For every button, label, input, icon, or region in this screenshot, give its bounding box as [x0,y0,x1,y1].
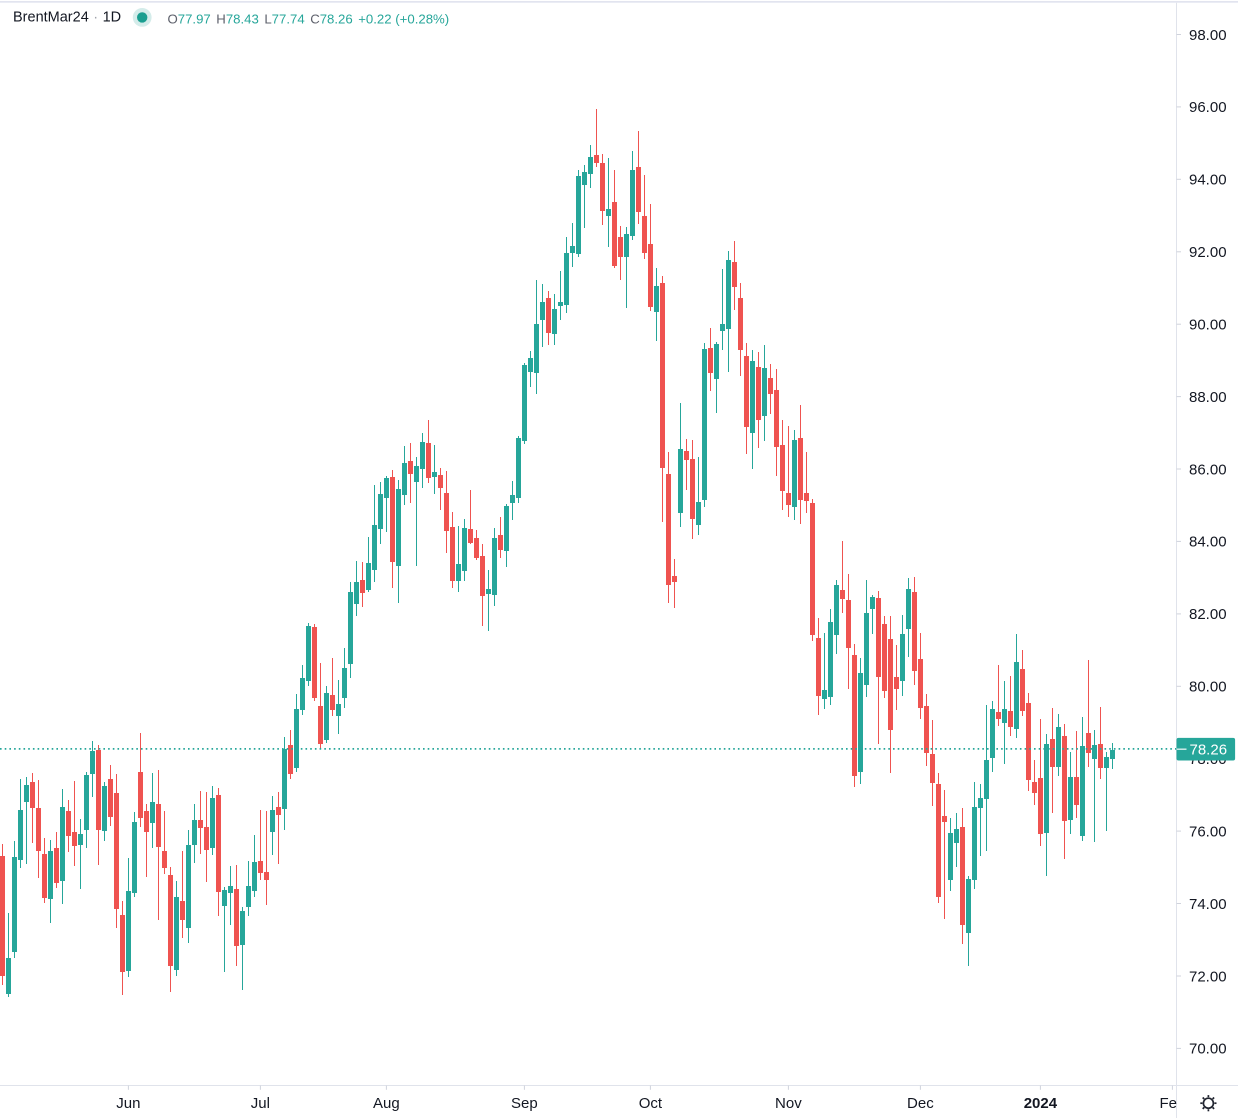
svg-text:84.00: 84.00 [1189,534,1227,551]
svg-text:Nov: Nov [775,1095,802,1112]
svg-text:78.26: 78.26 [1190,742,1228,759]
svg-text:82.00: 82.00 [1189,606,1227,623]
svg-text:94.00: 94.00 [1189,172,1227,189]
svg-text:88.00: 88.00 [1189,389,1227,406]
svg-text:70.00: 70.00 [1189,1041,1227,1058]
svg-text:72.00: 72.00 [1189,968,1227,985]
svg-text:76.00: 76.00 [1189,823,1227,840]
svg-text:BrentMar24·1D: BrentMar24 · 1D [13,10,121,26]
svg-text:Dec: Dec [907,1095,934,1112]
svg-text:96.00: 96.00 [1189,99,1227,116]
svg-text:86.00: 86.00 [1189,461,1227,478]
svg-text:98.00: 98.00 [1189,27,1227,44]
svg-text:2024: 2024 [1024,1095,1058,1112]
svg-text:74.00: 74.00 [1189,896,1227,913]
svg-text:Oct: Oct [639,1095,663,1112]
svg-text:Aug: Aug [373,1095,400,1112]
svg-text:80.00: 80.00 [1189,679,1227,696]
svg-text:92.00: 92.00 [1189,244,1227,261]
svg-text:Jul: Jul [251,1095,270,1112]
svg-text:90.00: 90.00 [1189,317,1227,334]
svg-text:Sep: Sep [511,1095,538,1112]
svg-text:Feb: Feb [1159,1095,1185,1112]
svg-text:Jun: Jun [116,1095,140,1112]
